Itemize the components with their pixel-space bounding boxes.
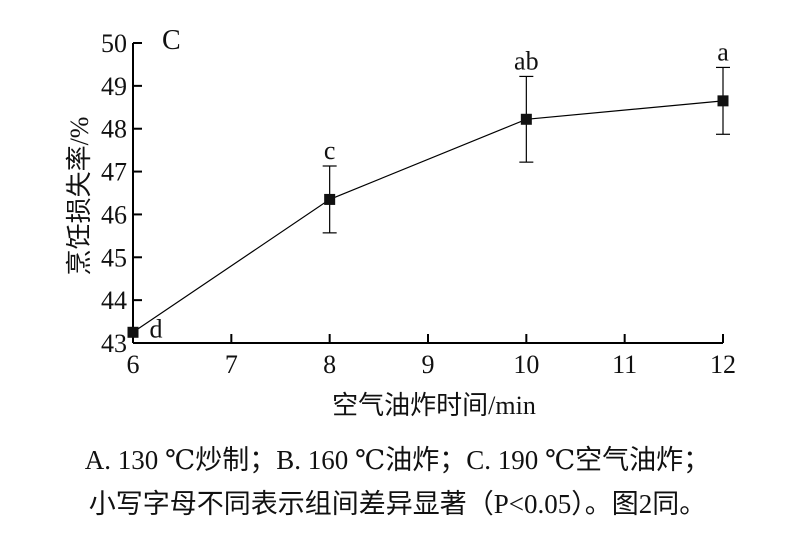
- y-tick-label: 46: [101, 200, 127, 229]
- x-tick-label: 10: [513, 350, 539, 379]
- x-tick-label: 11: [612, 350, 637, 379]
- caption-line-1: A. 130 ℃炒制；B. 160 ℃油炸；C. 190 ℃空气油炸；: [84, 445, 711, 475]
- chart: 43 44 45 46 47 48 49 50 6 7 8 9 10 11 12 d c ab a C 空气油炸…: [65, 25, 736, 420]
- x-tick-label: 12: [710, 350, 736, 379]
- x-tick-label: 8: [323, 350, 336, 379]
- y-tick-label: 43: [101, 329, 127, 358]
- significance-label: c: [324, 136, 336, 165]
- y-tick-label: 47: [101, 158, 127, 187]
- x-tick-label: 9: [422, 350, 435, 379]
- axes: [132, 43, 723, 344]
- data-point: [127, 326, 139, 338]
- y-ticks: 43 44 45 46 47 48 49 50: [101, 29, 142, 358]
- panel-label: C: [162, 25, 181, 56]
- significance-label: a: [717, 37, 729, 66]
- y-tick-label: 48: [101, 115, 127, 144]
- data-point: [520, 113, 532, 125]
- data-point: [717, 95, 729, 107]
- caption-line-2: 小写字母不同表示组间差异显著（P<0.05）。图2同。: [88, 489, 707, 519]
- x-ticks: 6 7 8 9 10 11 12: [127, 334, 736, 379]
- y-axis-title: 烹饪损失率/%: [65, 117, 94, 276]
- series-line: [132, 100, 724, 333]
- y-tick-label: 44: [101, 286, 127, 315]
- data-point: [324, 193, 336, 205]
- x-tick-label: 7: [225, 350, 238, 379]
- x-axis-title: 空气油炸时间/min: [332, 391, 536, 420]
- y-tick-label: 49: [101, 72, 127, 101]
- x-tick-label: 6: [127, 350, 140, 379]
- significance-label: ab: [514, 46, 539, 75]
- y-tick-label: 45: [101, 243, 127, 272]
- plot-area: d c ab a: [127, 37, 730, 343]
- y-tick-label: 50: [101, 29, 127, 58]
- significance-label: d: [150, 314, 163, 343]
